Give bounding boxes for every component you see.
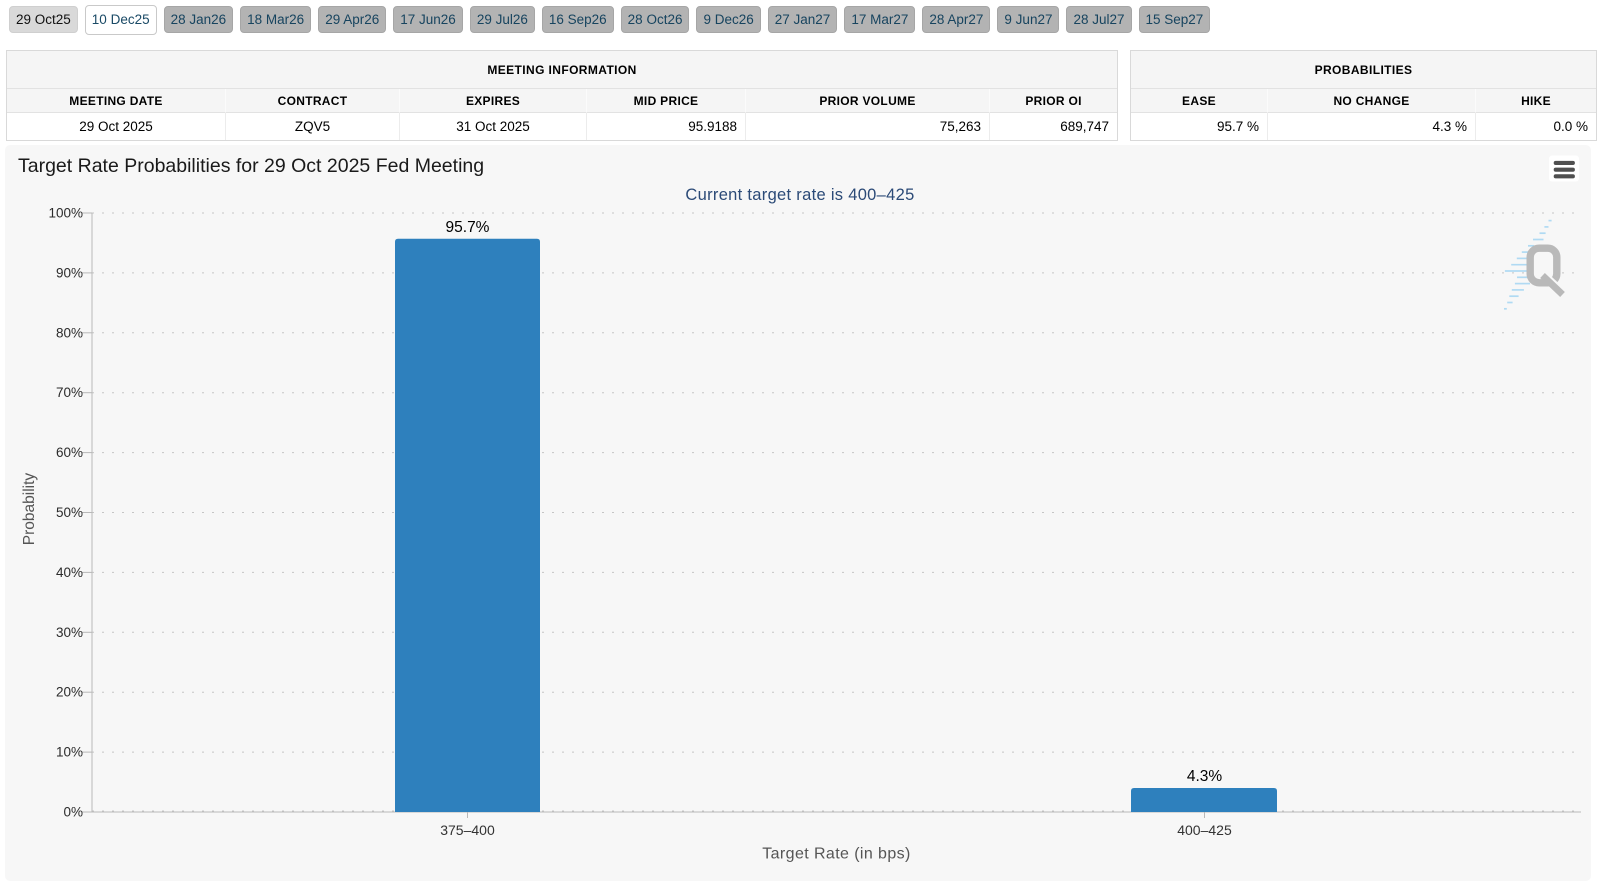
svg-text:Target Rate Probabilities for: Target Rate Probabilities for 29 Oct 202…: [18, 155, 484, 177]
svg-text:Target Rate (in bps): Target Rate (in bps): [762, 846, 911, 863]
svg-text:Probability: Probability: [21, 473, 38, 546]
svg-text:40%: 40%: [56, 565, 83, 580]
svg-text:20%: 20%: [56, 685, 83, 700]
svg-text:50%: 50%: [56, 505, 83, 520]
svg-text:100%: 100%: [48, 206, 83, 221]
svg-text:0%: 0%: [63, 805, 83, 820]
svg-text:30%: 30%: [56, 625, 83, 640]
svg-text:375–400: 375–400: [440, 822, 495, 838]
svg-text:70%: 70%: [56, 385, 83, 400]
svg-text:60%: 60%: [56, 445, 83, 460]
svg-text:95.7%: 95.7%: [446, 219, 490, 236]
svg-text:90%: 90%: [56, 265, 83, 280]
svg-text:Current target rate is 400–425: Current target rate is 400–425: [685, 186, 914, 204]
svg-text:10%: 10%: [56, 745, 83, 760]
svg-text:4.3%: 4.3%: [1187, 768, 1223, 785]
svg-text:400–425: 400–425: [1177, 822, 1232, 838]
svg-text:80%: 80%: [56, 325, 83, 340]
